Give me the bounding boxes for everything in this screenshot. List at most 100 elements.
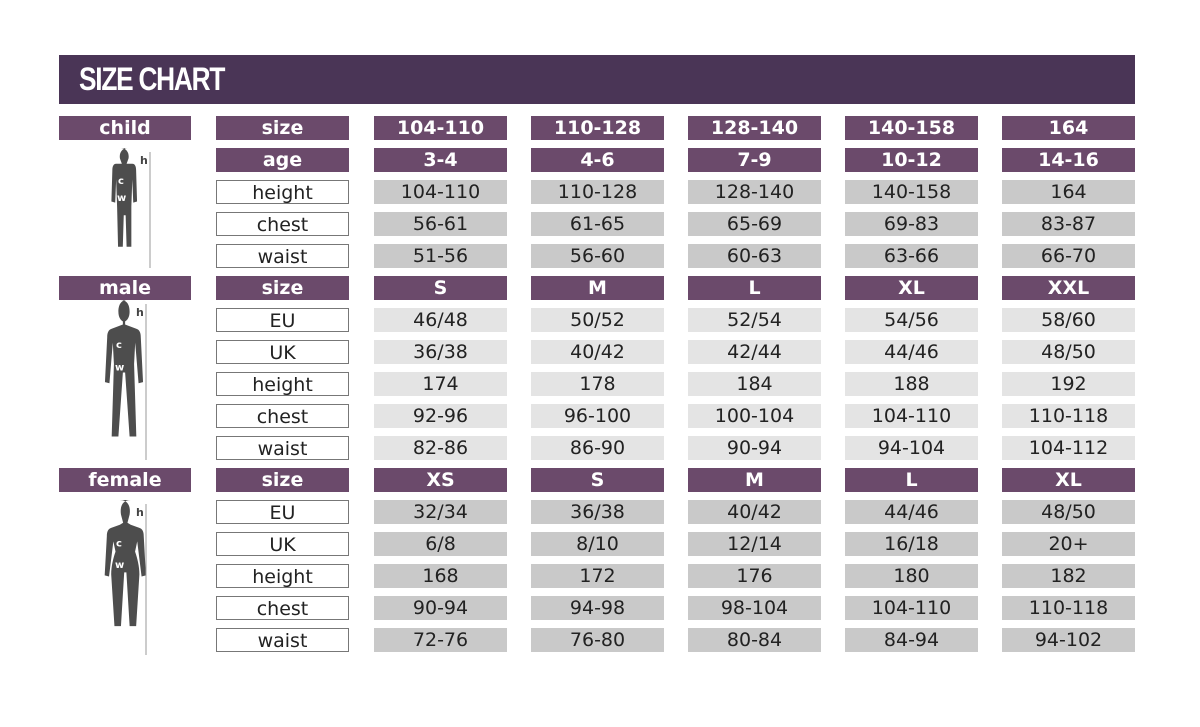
value-cell: 80-84 bbox=[688, 628, 821, 652]
row-label: size bbox=[216, 276, 349, 300]
value-cell: 104-110 bbox=[374, 180, 507, 204]
height-marker: h bbox=[136, 306, 144, 319]
value-cell: 128-140 bbox=[688, 180, 821, 204]
row-label: waist bbox=[216, 436, 349, 460]
value-cell: 42/44 bbox=[688, 340, 821, 364]
value-cell: 182 bbox=[1002, 564, 1135, 588]
value-cell: 48/50 bbox=[1002, 340, 1135, 364]
value-cell: 104-112 bbox=[1002, 436, 1135, 460]
height-marker: h bbox=[140, 154, 148, 167]
category-label-child: child bbox=[59, 116, 191, 140]
child-silhouette-icon: h c w bbox=[111, 148, 151, 268]
value-cell: 44/46 bbox=[845, 500, 978, 524]
size-header-cell: 164 bbox=[1002, 116, 1135, 140]
value-cell: 8/10 bbox=[531, 532, 664, 556]
chest-marker: c bbox=[116, 340, 122, 351]
value-cell: 110-128 bbox=[531, 180, 664, 204]
size-header-cell: 104-110 bbox=[374, 116, 507, 140]
chest-marker: c bbox=[118, 176, 124, 187]
value-cell: 63-66 bbox=[845, 244, 978, 268]
value-cell: 52/54 bbox=[688, 308, 821, 332]
row-label: UK bbox=[216, 532, 349, 556]
value-cell: 90-94 bbox=[688, 436, 821, 460]
size-header-cell: XL bbox=[845, 276, 978, 300]
row-label: age bbox=[216, 148, 349, 172]
size-header-cell: 7-9 bbox=[688, 148, 821, 172]
value-cell: 6/8 bbox=[374, 532, 507, 556]
row-label: size bbox=[216, 116, 349, 140]
row-label: waist bbox=[216, 244, 349, 268]
value-cell: 164 bbox=[1002, 180, 1135, 204]
row-label: height bbox=[216, 372, 349, 396]
value-cell: 12/14 bbox=[688, 532, 821, 556]
value-cell: 40/42 bbox=[688, 500, 821, 524]
value-cell: 84-94 bbox=[845, 628, 978, 652]
value-cell: 76-80 bbox=[531, 628, 664, 652]
value-cell: 92-96 bbox=[374, 404, 507, 428]
row-label: chest bbox=[216, 404, 349, 428]
value-cell: 83-87 bbox=[1002, 212, 1135, 236]
size-header-cell: 110-128 bbox=[531, 116, 664, 140]
value-cell: 174 bbox=[374, 372, 507, 396]
row-label: EU bbox=[216, 500, 349, 524]
size-header-cell: 4-6 bbox=[531, 148, 664, 172]
size-header-cell: S bbox=[531, 468, 664, 492]
value-cell: 184 bbox=[688, 372, 821, 396]
size-header-cell: 14-16 bbox=[1002, 148, 1135, 172]
value-cell: 20+ bbox=[1002, 532, 1135, 556]
value-cell: 54/56 bbox=[845, 308, 978, 332]
value-cell: 40/42 bbox=[531, 340, 664, 364]
size-header-cell: M bbox=[531, 276, 664, 300]
size-header-cell: 128-140 bbox=[688, 116, 821, 140]
value-cell: 82-86 bbox=[374, 436, 507, 460]
size-header-cell: S bbox=[374, 276, 507, 300]
size-header-cell: 10-12 bbox=[845, 148, 978, 172]
value-cell: 36/38 bbox=[531, 500, 664, 524]
value-cell: 61-65 bbox=[531, 212, 664, 236]
value-cell: 172 bbox=[531, 564, 664, 588]
value-cell: 176 bbox=[688, 564, 821, 588]
value-cell: 48/50 bbox=[1002, 500, 1135, 524]
row-label: waist bbox=[216, 628, 349, 652]
value-cell: 72-76 bbox=[374, 628, 507, 652]
male-silhouette-icon: h c w bbox=[104, 300, 147, 460]
value-cell: 180 bbox=[845, 564, 978, 588]
value-cell: 94-104 bbox=[845, 436, 978, 460]
size-header-cell: XXL bbox=[1002, 276, 1135, 300]
value-cell: 100-104 bbox=[688, 404, 821, 428]
category-label-male: male bbox=[59, 276, 191, 300]
value-cell: 140-158 bbox=[845, 180, 978, 204]
row-label: height bbox=[216, 180, 349, 204]
title-bar: SIZE CHART bbox=[59, 55, 1135, 104]
value-cell: 96-100 bbox=[531, 404, 664, 428]
row-label: size bbox=[216, 468, 349, 492]
value-cell: 104-110 bbox=[845, 596, 978, 620]
size-header-cell: M bbox=[688, 468, 821, 492]
waist-marker: w bbox=[115, 362, 124, 373]
value-cell: 188 bbox=[845, 372, 978, 396]
value-cell: 56-60 bbox=[531, 244, 664, 268]
value-cell: 98-104 bbox=[688, 596, 821, 620]
value-cell: 94-98 bbox=[531, 596, 664, 620]
value-cell: 60-63 bbox=[688, 244, 821, 268]
value-cell: 168 bbox=[374, 564, 507, 588]
size-header-cell: L bbox=[688, 276, 821, 300]
value-cell: 90-94 bbox=[374, 596, 507, 620]
value-cell: 51-56 bbox=[374, 244, 507, 268]
value-cell: 46/48 bbox=[374, 308, 507, 332]
row-label: UK bbox=[216, 340, 349, 364]
value-cell: 178 bbox=[531, 372, 664, 396]
value-cell: 104-110 bbox=[845, 404, 978, 428]
value-cell: 86-90 bbox=[531, 436, 664, 460]
value-cell: 16/18 bbox=[845, 532, 978, 556]
row-label: chest bbox=[216, 212, 349, 236]
value-cell: 192 bbox=[1002, 372, 1135, 396]
page-title: SIZE CHART bbox=[79, 61, 225, 97]
height-marker: h bbox=[136, 506, 144, 519]
category-label-female: female bbox=[59, 468, 191, 492]
row-label: height bbox=[216, 564, 349, 588]
value-cell: 36/38 bbox=[374, 340, 507, 364]
value-cell: 69-83 bbox=[845, 212, 978, 236]
row-label: EU bbox=[216, 308, 349, 332]
value-cell: 50/52 bbox=[531, 308, 664, 332]
